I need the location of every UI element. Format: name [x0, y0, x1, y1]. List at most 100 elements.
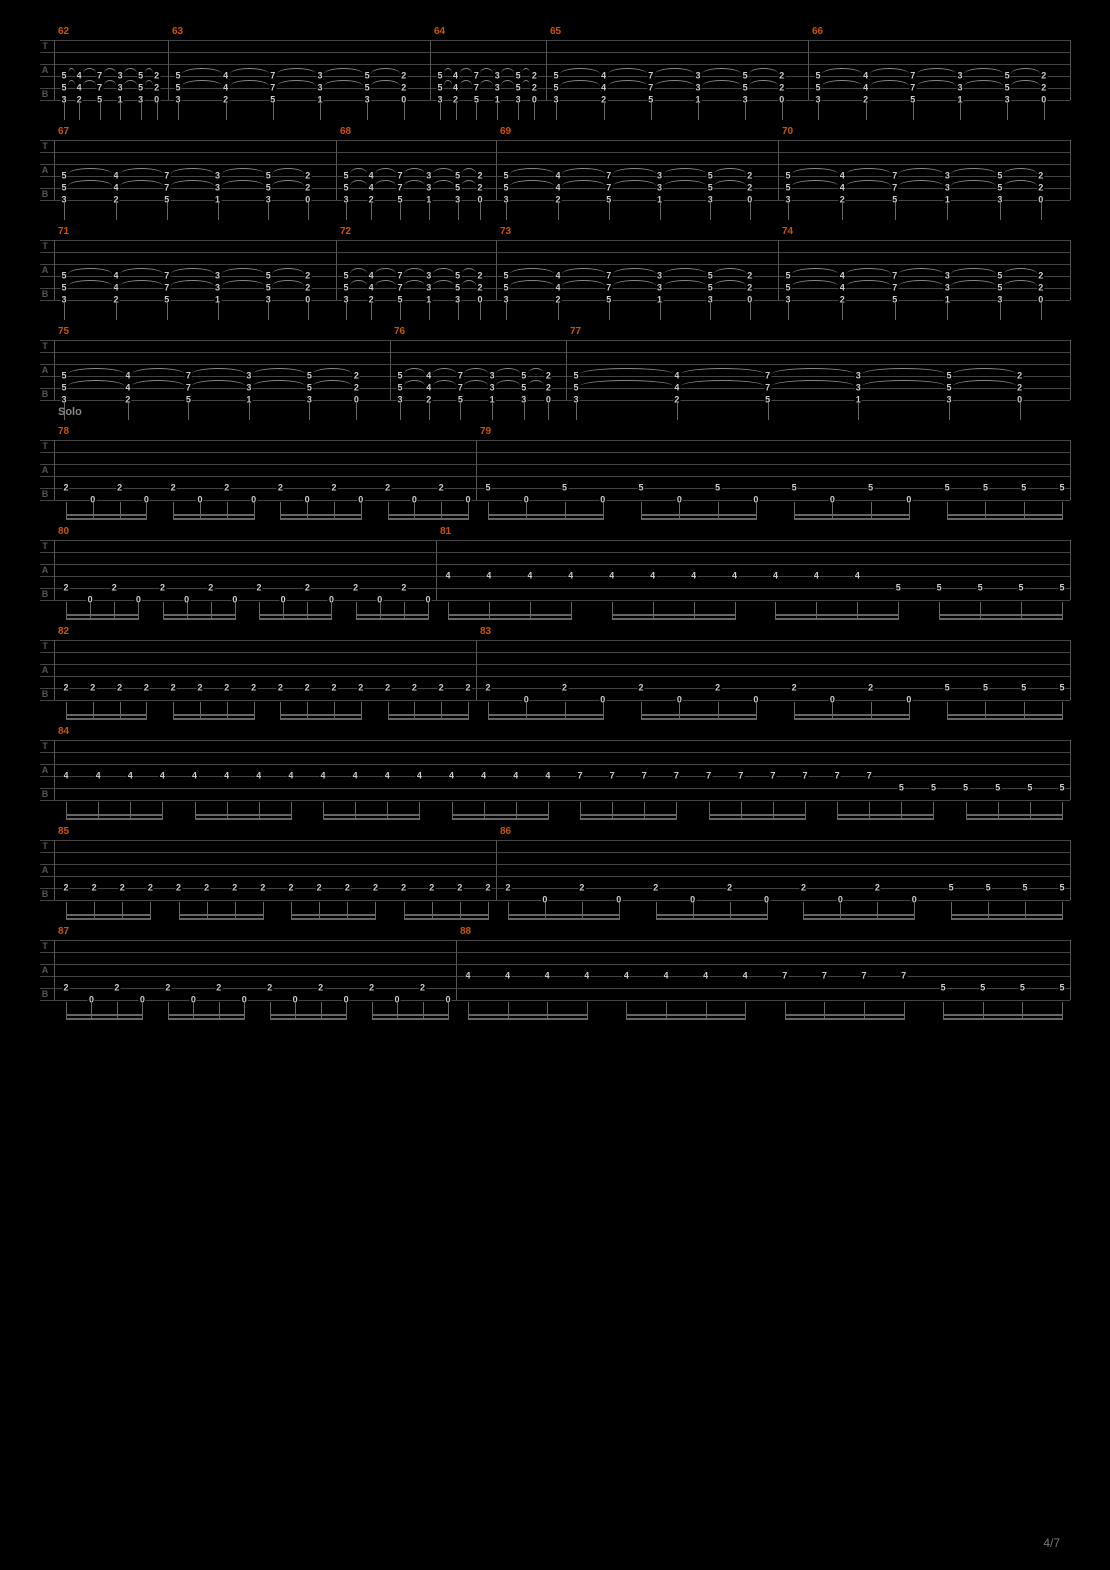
- fret-number: 2: [484, 684, 491, 693]
- stem: [309, 402, 310, 420]
- fret-number: 5: [396, 372, 403, 381]
- tie: [104, 80, 117, 86]
- fret-number: 7: [396, 284, 403, 293]
- bar-number: 76: [394, 326, 405, 337]
- fret-number: 4: [544, 772, 551, 781]
- fret-number: 3: [245, 372, 252, 381]
- barline: [476, 440, 477, 500]
- tie: [171, 268, 214, 274]
- fret-number: 2: [400, 884, 407, 893]
- fret-number: 7: [834, 772, 841, 781]
- staff-line: [40, 464, 1070, 465]
- tie: [68, 180, 112, 186]
- tie: [862, 368, 945, 374]
- stem: [1007, 102, 1008, 120]
- tie: [822, 80, 862, 86]
- fret-number: 2: [778, 84, 785, 93]
- fret-number: 2: [746, 184, 753, 193]
- stem: [346, 1002, 347, 1020]
- staff-line: [40, 676, 1070, 677]
- tab-system: TAB5534427753315532205534427753315532205…: [40, 140, 1070, 200]
- tie: [496, 368, 520, 374]
- fret-number: 4: [839, 284, 846, 293]
- fret-number: 3: [214, 172, 221, 181]
- stem: [480, 202, 481, 220]
- tie: [792, 168, 838, 174]
- beam: [280, 518, 360, 520]
- tie: [480, 68, 493, 74]
- fret-number: 5: [454, 284, 461, 293]
- staff-line: [40, 400, 1070, 401]
- stem: [603, 502, 604, 520]
- fret-number: 4: [731, 572, 738, 581]
- barline: [496, 840, 497, 900]
- tie: [253, 368, 305, 374]
- fret-number: 5: [946, 372, 953, 381]
- stem: [116, 202, 117, 220]
- stem: [488, 902, 489, 920]
- stem: [428, 602, 429, 620]
- stem: [933, 802, 934, 820]
- fret-number: 2: [159, 584, 166, 593]
- fret-number: 4: [287, 772, 294, 781]
- fret-number: 7: [641, 772, 648, 781]
- fret-number: 4: [649, 572, 656, 581]
- fret-number: 5: [867, 484, 874, 493]
- tie: [68, 268, 112, 274]
- fret-number: 2: [456, 884, 463, 893]
- beam: [66, 718, 146, 720]
- fret-number: 5: [454, 172, 461, 181]
- fret-number: 5: [994, 784, 1001, 793]
- fret-number: 2: [372, 884, 379, 893]
- tie: [272, 180, 303, 186]
- fret-number: 2: [266, 984, 273, 993]
- fret-number: 2: [304, 272, 311, 281]
- stem: [400, 202, 401, 220]
- fret-number: 5: [515, 84, 522, 93]
- stem: [476, 102, 477, 120]
- stem: [858, 402, 859, 420]
- tab-label: TAB: [38, 940, 52, 1000]
- fret-number: 2: [89, 684, 96, 693]
- fret-number: 2: [1016, 372, 1023, 381]
- fret-number: 4: [555, 172, 562, 181]
- barline: [430, 40, 431, 100]
- stem: [268, 202, 269, 220]
- staff-line: [40, 340, 1070, 341]
- fret-number: 5: [1058, 784, 1065, 793]
- barline: [54, 640, 55, 700]
- tie: [951, 280, 996, 286]
- tie: [792, 268, 838, 274]
- tie: [899, 268, 944, 274]
- fret-number: 2: [317, 984, 324, 993]
- fret-number: 7: [163, 272, 170, 281]
- bar-number: 81: [440, 526, 451, 537]
- fret-number: 4: [862, 84, 869, 93]
- beam: [966, 818, 1062, 820]
- fret-number: 3: [855, 372, 862, 381]
- staff-line: [40, 640, 1070, 641]
- stem: [331, 602, 332, 620]
- fret-number: 2: [531, 84, 538, 93]
- tie: [132, 380, 184, 386]
- barline: [456, 940, 457, 1000]
- stem: [548, 802, 549, 820]
- tie: [714, 280, 745, 286]
- fret-number: 7: [473, 84, 480, 93]
- tie: [870, 80, 909, 86]
- stem: [767, 902, 768, 920]
- fret-number: 3: [425, 284, 432, 293]
- tab-label: TAB: [38, 640, 52, 700]
- fret-number: 5: [396, 384, 403, 393]
- fret-number: 2: [116, 684, 123, 693]
- tab-label: TAB: [38, 340, 52, 400]
- fret-number: 2: [726, 884, 733, 893]
- tie: [562, 268, 605, 274]
- bar-number: 75: [58, 326, 69, 337]
- tie: [1004, 168, 1037, 174]
- fret-number: 4: [608, 572, 615, 581]
- fret-number: 2: [874, 884, 881, 893]
- fret-number: 2: [476, 284, 483, 293]
- tie: [580, 380, 673, 386]
- bar-number: 77: [570, 326, 581, 337]
